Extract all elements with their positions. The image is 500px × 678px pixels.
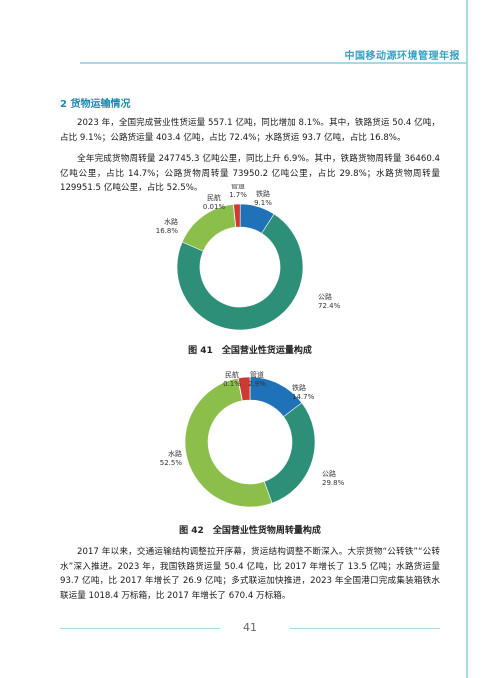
- slice-value-label: 14.7%: [292, 393, 315, 401]
- slice-value-label: 1.7%: [229, 191, 247, 199]
- slice-管道: [237, 376, 251, 402]
- paragraph-freight-volume: 2023 年，全国完成营业性货运量 557.1 亿吨，同比增加 8.1%。其中，…: [60, 116, 440, 145]
- footer-rule-right: [290, 628, 440, 629]
- slice-管道: [233, 203, 241, 228]
- slice-value-label: 0.01%: [203, 203, 226, 211]
- side-decoration-line: [466, 0, 468, 678]
- section-title: 2 货物运输情况: [60, 99, 131, 110]
- header-rule: [80, 62, 466, 64]
- slice-name-label: 民航: [225, 370, 239, 379]
- page-number: 41: [243, 621, 257, 634]
- figure-41-caption: 图 41 全国营业性货运量构成: [188, 346, 312, 356]
- slice-水路: [184, 377, 273, 508]
- slice-公路: [263, 402, 316, 504]
- report-header-title: 中国移动源环境管理年报: [344, 51, 460, 62]
- slice-value-label: 52.5%: [160, 459, 183, 467]
- slice-公路: [176, 213, 304, 331]
- slice-value-label: 29.8%: [322, 479, 345, 487]
- slice-value-label: 2.9%: [248, 380, 266, 388]
- slice-value-label: 9.1%: [254, 199, 272, 207]
- slice-value-label: 0.1%: [223, 380, 241, 388]
- slice-value-label: 16.8%: [156, 227, 179, 235]
- paragraph-freight-turnover: 全年完成货物周转量 247745.3 亿吨公里，同比上升 6.9%。其中，铁路货…: [60, 152, 440, 196]
- slice-name-label: 公路: [318, 292, 332, 301]
- slice-name-label: 水路: [164, 217, 178, 226]
- slice-name-label: 水路: [168, 449, 182, 458]
- slice-name-label: 民航: [207, 193, 221, 202]
- paragraph-text: 2023 年，全国完成营业性货运量 557.1 亿吨，同比增加 8.1%。其中，…: [60, 118, 440, 143]
- slice-name-label: 公路: [322, 469, 336, 478]
- paragraph-text: 全年完成货物周转量 247745.3 亿吨公里，同比上升 6.9%。其中，铁路货…: [60, 154, 440, 193]
- footer-rule-left: [60, 628, 220, 629]
- paragraph-text: 2017 年以来，交通运输结构调整拉开序幕，货运结构调整不断深入。大宗货物“公转…: [60, 547, 440, 601]
- slice-name-label: 管道: [231, 184, 245, 190]
- slice-name-label: 管道: [250, 370, 264, 379]
- paragraph-structure-adjustment: 2017 年以来，交通运输结构调整拉开序幕，货运结构调整不断深入。大宗货物“公转…: [60, 545, 440, 603]
- slice-水路: [181, 204, 237, 252]
- figure-42-caption: 图 42 全国营业性货物周转量构成: [179, 526, 321, 536]
- slice-name-label: 铁路: [292, 383, 306, 392]
- slice-value-label: 72.4%: [318, 302, 341, 310]
- slice-name-label: 铁路: [256, 189, 270, 198]
